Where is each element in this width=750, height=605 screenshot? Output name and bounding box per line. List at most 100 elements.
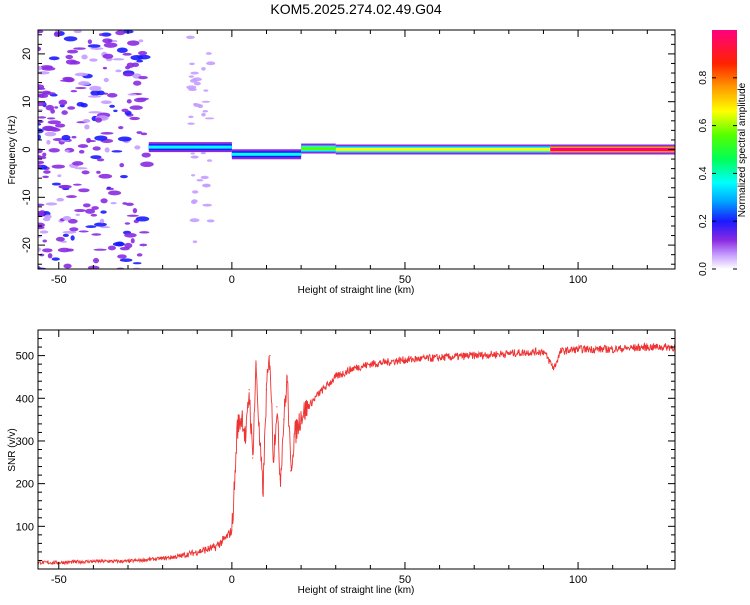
y-tick-label: 10 — [21, 96, 33, 108]
snr-panel: -50 0 50 100 100 200 300 400 500 Height of strai… — [7, 329, 676, 596]
snr-data-point — [241, 414, 243, 416]
noise-speckle — [88, 95, 101, 98]
noise-speckle — [117, 136, 132, 142]
noise-speckle — [200, 152, 206, 155]
snr-plot-area — [38, 342, 675, 566]
noise-speckle — [191, 199, 198, 203]
noise-speckle — [125, 65, 131, 70]
noise-speckle — [102, 66, 108, 70]
y-tick-label: 200 — [16, 479, 34, 491]
noise-speckle — [103, 42, 118, 48]
noise-speckle — [57, 174, 62, 178]
spectrogram-plot-area — [38, 30, 675, 269]
noise-speckle — [139, 231, 150, 234]
noise-speckle — [190, 155, 199, 159]
noise-speckle — [67, 106, 76, 110]
colorbar-label: Normalized spectral amplitude — [737, 82, 748, 217]
noise-speckle — [193, 81, 201, 86]
noise-speckle — [47, 120, 62, 125]
noise-speckle — [92, 146, 101, 151]
noise-speckle — [93, 248, 107, 251]
noise-speckle — [74, 208, 86, 213]
snr-series-line — [38, 342, 675, 566]
noise-speckle — [139, 243, 148, 247]
noise-speckle — [133, 97, 147, 103]
noise-speckle — [190, 71, 199, 75]
noise-speckle — [80, 103, 88, 108]
noise-speckle — [106, 186, 111, 189]
noise-speckle — [104, 147, 110, 153]
snr-data-point — [236, 427, 238, 429]
noise-speckle — [43, 170, 51, 174]
snr-data-point — [269, 355, 271, 357]
noise-speckle — [132, 262, 142, 265]
snr-data-point — [335, 376, 337, 378]
noise-speckle — [100, 100, 112, 105]
snr-axes: -50 0 50 100 100 200 300 400 500 — [16, 329, 675, 586]
noise-speckle — [111, 150, 123, 153]
snr-data-point — [317, 393, 320, 395]
noise-speckle — [200, 175, 209, 180]
noise-speckle — [96, 90, 105, 96]
y-tick-label: 400 — [16, 393, 34, 405]
noise-speckle — [134, 145, 141, 150]
noise-speckle — [38, 211, 45, 217]
x-tick-label: -50 — [51, 574, 67, 586]
noise-speckle — [98, 173, 113, 179]
noise-speckle — [48, 56, 60, 61]
noise-speckle — [205, 52, 212, 55]
noise-speckle — [125, 202, 134, 207]
noise-speckle — [53, 31, 61, 37]
noise-speckle — [42, 175, 49, 179]
noise-speckle — [38, 160, 45, 165]
noise-speckle — [66, 248, 74, 252]
snr-data-point — [255, 363, 257, 365]
y-tick-label: 300 — [16, 436, 34, 448]
noise-speckle — [108, 190, 122, 196]
snr-data-point — [248, 389, 250, 391]
snr-data-point — [231, 529, 233, 532]
noise-speckle — [48, 148, 60, 153]
noise-speckle — [38, 203, 45, 207]
noise-speckle — [89, 85, 102, 92]
noise-speckle — [96, 158, 105, 162]
noise-speckle — [63, 263, 72, 269]
noise-speckle — [81, 170, 90, 175]
noise-speckle — [202, 109, 209, 113]
noise-speckle — [70, 235, 75, 241]
noise-speckle — [201, 100, 211, 103]
snr-data-point — [542, 350, 545, 352]
colorbar-tick-label: 0.4 — [698, 166, 709, 180]
snr-data-point — [369, 363, 371, 365]
y-tick-label: -10 — [21, 189, 33, 205]
noise-speckle — [41, 66, 56, 71]
noise-speckle — [90, 155, 102, 160]
noise-speckle — [38, 71, 50, 75]
noise-speckle — [138, 39, 144, 43]
x-tick-label: 0 — [229, 274, 235, 286]
snr-data-point — [279, 478, 281, 480]
noise-speckle — [56, 197, 65, 202]
noise-speckle — [92, 257, 100, 264]
noise-speckle — [196, 178, 204, 182]
noise-speckle — [62, 233, 69, 238]
noise-speckle — [81, 54, 88, 60]
noise-speckle — [38, 134, 42, 140]
snr-data-point — [276, 406, 278, 408]
colorbar-tick-label: 0.0 — [698, 262, 709, 276]
y-tick-label: 100 — [16, 521, 34, 533]
noise-speckle — [42, 239, 47, 243]
noise-speckle — [42, 152, 47, 157]
noise-speckle — [140, 132, 148, 136]
noise-speckle — [78, 81, 91, 86]
noise-speckle — [188, 115, 194, 119]
snr-data-point — [283, 419, 285, 421]
noise-speckle — [131, 62, 140, 67]
noise-speckle — [85, 208, 96, 214]
noise-speckle — [138, 75, 148, 80]
spectrogram-xlabel: Height of straight line (km) — [298, 285, 415, 296]
noise-speckle — [55, 236, 65, 242]
noise-speckle — [38, 247, 41, 252]
noise-speckle — [102, 53, 114, 59]
